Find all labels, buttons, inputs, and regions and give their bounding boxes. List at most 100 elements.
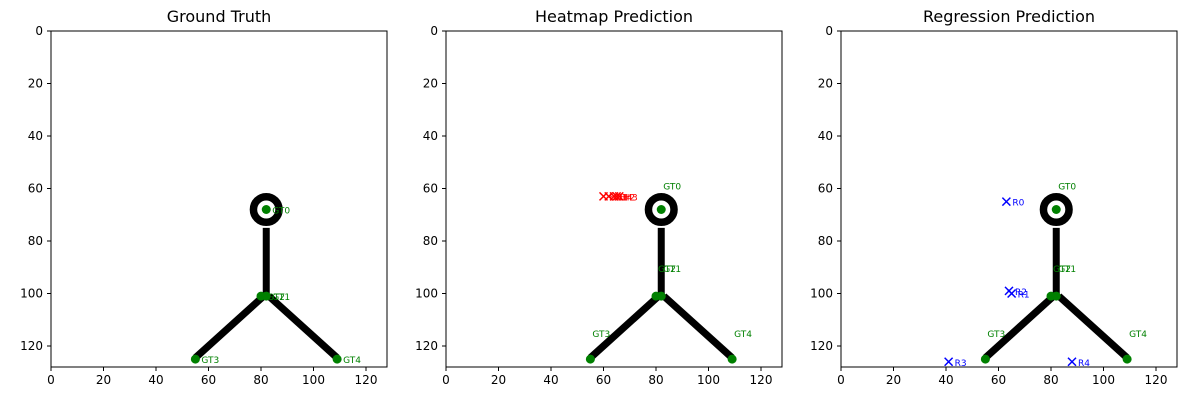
chart-title: Heatmap Prediction (535, 7, 693, 26)
point-r4 (1067, 357, 1077, 367)
point-gt2 (256, 291, 266, 301)
y-tick-label: 80 (28, 234, 43, 248)
point-gt2 (651, 291, 661, 301)
x-tick-label: 0 (47, 373, 55, 387)
x-tick-label: 0 (837, 373, 845, 387)
point-r2 (1004, 286, 1014, 296)
y-tick-label: 100 (415, 287, 438, 301)
point-gt3 (980, 354, 990, 364)
x-marker-stroke (944, 357, 954, 367)
chart-title: Ground Truth (167, 7, 272, 26)
x-tick-label: 40 (938, 373, 953, 387)
x-marker-stroke (1001, 197, 1011, 207)
label-gt0: GT0 (1058, 183, 1076, 193)
label-gt1: GT1 (272, 293, 290, 303)
x-tick-label: 80 (253, 373, 268, 387)
label-gt3: GT3 (592, 330, 610, 340)
point-gt0 (1051, 205, 1061, 214)
x-tick-label: 60 (201, 373, 216, 387)
axes-frame (840, 30, 1178, 368)
y-tick-label: 100 (810, 287, 833, 301)
x-marker-stroke (609, 191, 619, 201)
y-tick-label: 0 (430, 24, 438, 38)
label-h3: H3 (625, 193, 638, 203)
x-tick-label: 40 (543, 373, 558, 387)
y-tick-label: 120 (810, 339, 833, 353)
y-tick-label: 40 (423, 129, 438, 143)
point-r3 (944, 357, 954, 367)
x-marker-stroke (1004, 286, 1014, 296)
label-r4: R4 (1078, 359, 1090, 369)
point-gt4 (332, 354, 342, 364)
x-tick-label: 60 (991, 373, 1006, 387)
point-gt4 (727, 354, 737, 364)
y-tick-label: 40 (818, 129, 833, 143)
y-tick-label: 0 (825, 24, 833, 38)
x-tick-label: 100 (697, 373, 720, 387)
x-tick-label: 120 (355, 373, 378, 387)
figure-right-leg (661, 293, 735, 361)
y-tick-label: 100 (20, 287, 43, 301)
label-gt1: GT1 (663, 265, 681, 275)
point-gt3 (585, 354, 595, 364)
figure-left-leg (982, 293, 1057, 361)
point-gt0 (656, 205, 666, 214)
y-tick-label: 20 (818, 77, 833, 91)
y-tick-label: 120 (415, 339, 438, 353)
image-layer (192, 192, 340, 361)
label-r3: R3 (955, 359, 967, 369)
plot-area (51, 31, 387, 367)
y-tick-label: 20 (423, 77, 438, 91)
label-gt1: GT1 (1058, 265, 1076, 275)
label-gt3: GT3 (987, 330, 1005, 340)
x-marker-stroke (1067, 357, 1077, 367)
label-gt2: GT2 (1053, 265, 1071, 275)
y-tick-label: 60 (28, 182, 43, 196)
point-gt4 (1122, 354, 1132, 364)
x-tick-label: 0 (442, 373, 450, 387)
figure-right-leg (1056, 293, 1130, 361)
x-marker-stroke (612, 191, 622, 201)
x-tick-label: 40 (148, 373, 163, 387)
label-h4: H4 (620, 193, 633, 203)
x-tick-label: 80 (1043, 373, 1058, 387)
figure-left-leg (587, 293, 662, 361)
y-tick-label: 60 (818, 182, 833, 196)
point-gt0 (261, 205, 271, 214)
label-r0: R0 (1012, 199, 1024, 209)
y-tick-label: 80 (423, 234, 438, 248)
image-layer (982, 192, 1130, 361)
chart-title: Regression Prediction (923, 7, 1095, 26)
x-tick-label: 120 (1145, 373, 1168, 387)
image-layer (587, 192, 735, 361)
x-tick-label: 20 (96, 373, 111, 387)
x-tick-label: 120 (750, 373, 773, 387)
label-gt2: GT2 (658, 265, 676, 275)
chart-panel-1: Ground Truth 0 20 40 60 80 100 120 0 20 40 60 80 100 1… (20, 7, 388, 387)
point-gt3 (190, 354, 200, 364)
chart-panel-2: Heatmap Prediction 0 20 40 60 80 100 120 0 20 40 60… (415, 7, 783, 387)
figure-right-leg (266, 293, 340, 361)
x-tick-label: 20 (491, 373, 506, 387)
label-r1: R1 (1018, 291, 1030, 301)
figure-head (249, 192, 283, 227)
y-tick-label: 80 (818, 234, 833, 248)
figure-head (644, 192, 678, 227)
point-gt2 (1046, 291, 1056, 301)
label-gt3: GT3 (201, 356, 219, 366)
x-tick-label: 20 (886, 373, 901, 387)
label-gt2: GT2 (267, 293, 285, 303)
y-tick-label: 40 (28, 129, 43, 143)
label-gt4: GT4 (734, 330, 752, 340)
figure-left-leg (192, 293, 267, 361)
x-tick-label: 80 (648, 373, 663, 387)
x-tick-label: 60 (596, 373, 611, 387)
label-h2: H2 (623, 193, 636, 203)
axes-frame (50, 30, 388, 368)
y-tick-label: 20 (28, 77, 43, 91)
point-h2 (612, 191, 622, 201)
figure-head (1039, 192, 1073, 227)
axes-frame (445, 30, 783, 368)
